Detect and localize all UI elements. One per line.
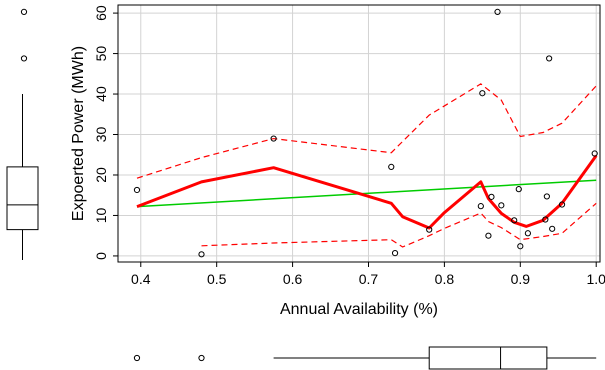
x-box-outlier bbox=[198, 354, 205, 362]
y-tick-label: 40 bbox=[93, 86, 109, 102]
x-axis-title: Annual Availability (%) bbox=[280, 301, 438, 318]
data-point bbox=[198, 251, 205, 258]
lower-confidence-band bbox=[201, 202, 597, 248]
x-tick-label: 0.9 bbox=[511, 271, 531, 287]
x-marginal-boxplot bbox=[133, 346, 597, 370]
x-box bbox=[428, 346, 548, 370]
confidence-bands bbox=[136, 83, 597, 248]
data-point bbox=[549, 225, 556, 232]
y-axis-ticks: 0 10 20 30 40 50 60 bbox=[93, 5, 118, 260]
data-points bbox=[133, 8, 598, 258]
y-axis-title: Expoerted Power (MWh) bbox=[70, 46, 87, 221]
x-box-outlier bbox=[133, 354, 141, 362]
data-point bbox=[543, 193, 550, 200]
data-point bbox=[591, 150, 598, 157]
linear-fit-line bbox=[136, 179, 597, 208]
x-tick-label: 1.0 bbox=[586, 271, 605, 287]
x-tick-label: 0.7 bbox=[359, 271, 379, 287]
data-point bbox=[270, 135, 277, 142]
grid-lines bbox=[118, 5, 600, 262]
x-tick-label: 0.6 bbox=[283, 271, 303, 287]
data-point bbox=[546, 55, 553, 62]
x-tick-label: 0.5 bbox=[207, 271, 227, 287]
data-point bbox=[388, 163, 395, 170]
y-tick-label: 10 bbox=[93, 207, 109, 223]
upper-confidence-band bbox=[136, 83, 597, 179]
data-point bbox=[133, 186, 141, 194]
y-tick-label: 30 bbox=[93, 127, 109, 143]
smooth-fit-line bbox=[136, 154, 598, 230]
data-point bbox=[477, 203, 484, 210]
y-tick-label: 0 bbox=[93, 252, 109, 260]
x-tick-label: 0.4 bbox=[131, 271, 151, 287]
data-point bbox=[488, 193, 495, 200]
x-axis-ticks: 0.4 0.5 0.6 0.7 0.8 0.9 1.0 bbox=[131, 262, 605, 287]
y-tick-label: 50 bbox=[93, 46, 109, 62]
data-point bbox=[485, 232, 492, 239]
plot-frame bbox=[117, 4, 601, 263]
data-point bbox=[511, 217, 518, 224]
y-box bbox=[6, 166, 39, 231]
fit-lines bbox=[136, 154, 598, 230]
y-tick-label: 60 bbox=[93, 5, 109, 21]
y-marginal-boxplot bbox=[6, 8, 39, 260]
data-point bbox=[498, 202, 505, 209]
data-point bbox=[515, 186, 522, 193]
data-point bbox=[524, 230, 531, 237]
y-tick-label: 20 bbox=[93, 167, 109, 183]
data-point bbox=[479, 90, 486, 97]
data-point bbox=[494, 8, 501, 15]
x-tick-label: 0.8 bbox=[435, 271, 455, 287]
data-point bbox=[391, 249, 399, 257]
data-point bbox=[517, 243, 524, 250]
y-box-outlier bbox=[20, 55, 28, 62]
y-box-outlier bbox=[20, 8, 28, 15]
data-point bbox=[542, 216, 549, 223]
data-point bbox=[426, 226, 433, 233]
data-point bbox=[558, 201, 566, 208]
